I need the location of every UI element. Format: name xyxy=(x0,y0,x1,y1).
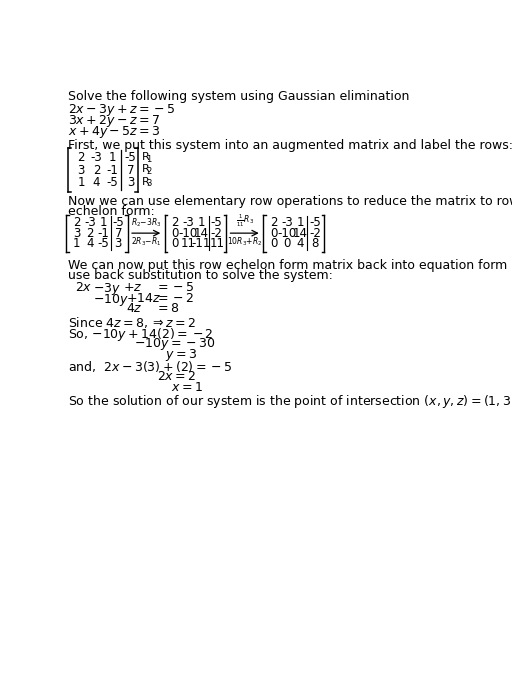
Text: 3: 3 xyxy=(77,163,85,177)
Text: 1: 1 xyxy=(99,216,107,229)
Text: $x=1$: $x=1$ xyxy=(171,381,203,394)
Text: use back substitution to solve the system:: use back substitution to solve the syste… xyxy=(68,269,333,282)
Text: 2: 2 xyxy=(77,151,85,164)
Text: 4: 4 xyxy=(86,237,94,251)
Text: 2: 2 xyxy=(73,216,80,229)
Text: -2: -2 xyxy=(211,227,223,239)
Text: -5: -5 xyxy=(106,176,118,189)
Text: 2: 2 xyxy=(270,216,278,229)
Text: $-10y$: $-10y$ xyxy=(94,292,130,308)
Text: -1: -1 xyxy=(106,163,118,177)
Text: 0: 0 xyxy=(270,227,278,239)
Text: 2: 2 xyxy=(146,167,152,176)
Text: $-10y=-30$: $-10y=-30$ xyxy=(134,336,215,352)
Text: 11: 11 xyxy=(181,237,196,251)
Text: $4z$: $4z$ xyxy=(126,302,143,315)
Text: -3: -3 xyxy=(91,151,102,164)
Text: -5: -5 xyxy=(211,216,223,229)
Text: 14: 14 xyxy=(292,227,308,239)
Text: So the solution of our system is the point of intersection $(x, y, z) = (1, 3, 2: So the solution of our system is the poi… xyxy=(68,393,512,410)
Text: -3: -3 xyxy=(281,216,293,229)
Text: 3: 3 xyxy=(73,227,80,239)
Text: So, $-10y+14(2)=-2$: So, $-10y+14(2)=-2$ xyxy=(68,325,214,343)
Text: -10: -10 xyxy=(277,227,296,239)
Text: 8: 8 xyxy=(311,237,319,251)
Text: $=-5$: $=-5$ xyxy=(156,281,195,294)
Text: $\frac{1}{11}R_3$: $\frac{1}{11}R_3$ xyxy=(236,213,253,229)
Text: echelon form:: echelon form: xyxy=(68,205,155,218)
Text: and,  $2x-3(3)+(2)=-5$: and, $2x-3(3)+(2)=-5$ xyxy=(68,359,232,374)
Text: 2: 2 xyxy=(172,216,179,229)
Text: $2x$: $2x$ xyxy=(75,281,92,294)
Text: -5: -5 xyxy=(309,216,321,229)
Text: $y=3$: $y=3$ xyxy=(165,347,197,363)
Text: -3: -3 xyxy=(84,216,96,229)
Text: 1: 1 xyxy=(73,237,80,251)
Text: $10R_3\mathrm{+}R_2$: $10R_3\mathrm{+}R_2$ xyxy=(227,235,262,248)
Text: 2: 2 xyxy=(93,163,100,177)
Text: 14: 14 xyxy=(194,227,209,239)
Text: 7: 7 xyxy=(115,227,122,239)
Text: First, we put this system into an augmented matrix and label the rows:: First, we put this system into an augmen… xyxy=(68,139,512,152)
Text: 0: 0 xyxy=(172,227,179,239)
Text: $x+4y-5z=3$: $x+4y-5z=3$ xyxy=(68,124,160,140)
Text: -5: -5 xyxy=(112,216,124,229)
Text: -5: -5 xyxy=(97,237,109,251)
Text: $2R_3\mathrm{-}R_1$: $2R_3\mathrm{-}R_1$ xyxy=(131,235,161,248)
Text: Since $4z=8,\Rightarrow z=2$: Since $4z=8,\Rightarrow z=2$ xyxy=(68,315,196,329)
Text: -5: -5 xyxy=(125,151,137,164)
Text: 1: 1 xyxy=(296,216,304,229)
Text: 11: 11 xyxy=(209,237,224,251)
Text: -11: -11 xyxy=(192,237,211,251)
Text: 1: 1 xyxy=(198,216,205,229)
Text: 3: 3 xyxy=(146,179,152,188)
Text: $3x+2y-z=7$: $3x+2y-z=7$ xyxy=(68,113,160,129)
Text: -1: -1 xyxy=(97,227,109,239)
Text: 4: 4 xyxy=(93,176,100,189)
Text: $-3y$: $-3y$ xyxy=(94,281,121,297)
Text: $R_2\mathrm{-}3R_3$: $R_2\mathrm{-}3R_3$ xyxy=(131,217,161,229)
Text: R: R xyxy=(141,164,150,174)
Text: -2: -2 xyxy=(309,227,321,239)
Text: R: R xyxy=(141,177,150,186)
Text: 1: 1 xyxy=(77,176,85,189)
Text: $2x-3y+z=-5$: $2x-3y+z=-5$ xyxy=(68,102,176,118)
Text: $2x=2$: $2x=2$ xyxy=(157,370,196,383)
Text: $=8$: $=8$ xyxy=(156,302,180,315)
Text: 0: 0 xyxy=(172,237,179,251)
Text: -3: -3 xyxy=(182,216,194,229)
Text: 0: 0 xyxy=(270,237,278,251)
Text: 7: 7 xyxy=(127,163,134,177)
Text: 1: 1 xyxy=(146,155,152,164)
Text: 3: 3 xyxy=(115,237,122,251)
Text: -10: -10 xyxy=(179,227,198,239)
Text: $=-2$: $=-2$ xyxy=(156,292,195,304)
Text: We can now put this row echelon form matrix back into equation form and: We can now put this row echelon form mat… xyxy=(68,260,512,272)
Text: R: R xyxy=(141,152,150,162)
Text: 1: 1 xyxy=(109,151,116,164)
Text: Solve the following system using Gaussian elimination: Solve the following system using Gaussia… xyxy=(68,90,409,103)
Text: 4: 4 xyxy=(296,237,304,251)
Text: 2: 2 xyxy=(86,227,94,239)
Text: Now we can use elementary row operations to reduce the matrix to row: Now we can use elementary row operations… xyxy=(68,195,512,209)
Text: $+z$: $+z$ xyxy=(123,281,142,294)
Text: $+14z$: $+14z$ xyxy=(126,292,161,304)
Text: 0: 0 xyxy=(283,237,290,251)
Text: 3: 3 xyxy=(127,176,134,189)
